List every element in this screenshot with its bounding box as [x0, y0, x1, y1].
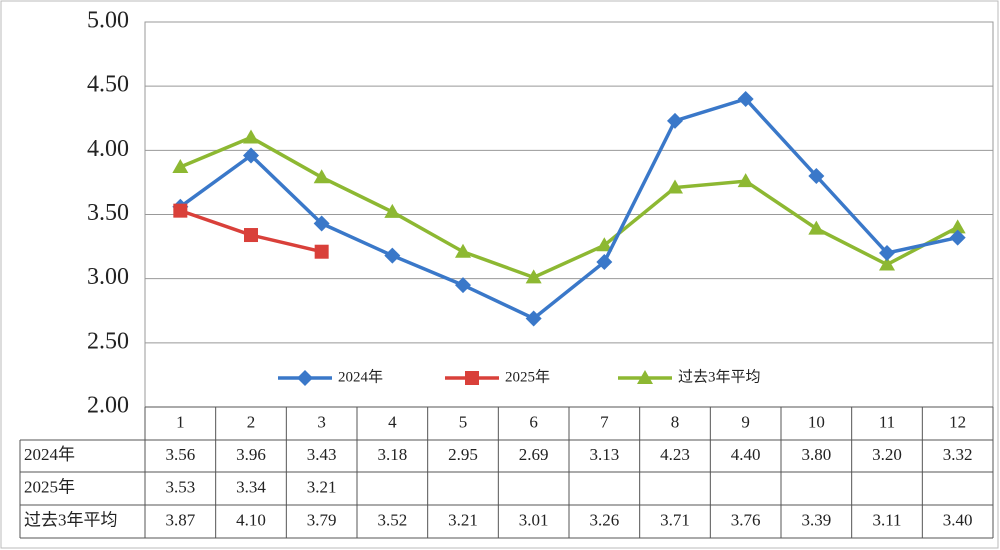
row-label: 2025年 — [24, 477, 75, 496]
data-point — [879, 245, 895, 261]
table-value: 2.95 — [448, 445, 478, 464]
data-point — [808, 220, 825, 235]
data-point — [455, 277, 471, 294]
category-label: 3 — [317, 412, 326, 431]
table-value: 3.01 — [519, 510, 549, 529]
table-value: 3.13 — [589, 445, 619, 464]
category-label: 9 — [741, 412, 750, 431]
data-point — [384, 203, 401, 218]
legend-marker — [637, 370, 653, 384]
data-point — [313, 169, 330, 184]
table-value: 4.10 — [236, 510, 266, 529]
table-value: 3.43 — [307, 445, 337, 464]
table-value: 3.11 — [872, 510, 901, 529]
table-value: 3.53 — [165, 477, 195, 496]
data-point — [949, 229, 966, 246]
table-value: 3.39 — [801, 510, 831, 529]
legend-marker — [465, 371, 479, 385]
category-label: 5 — [459, 412, 468, 431]
y-tick-label: 3.00 — [87, 264, 129, 290]
table-value: 3.21 — [307, 477, 337, 496]
data-point — [879, 256, 895, 271]
table-value: 3.79 — [307, 510, 337, 529]
data-point — [314, 244, 329, 259]
category-label: 7 — [600, 412, 609, 431]
data-point — [596, 237, 613, 252]
category-label: 1 — [176, 412, 185, 431]
data-point — [949, 219, 966, 234]
table-value: 3.20 — [872, 445, 902, 464]
category-label: 4 — [388, 412, 397, 431]
table-value: 3.52 — [377, 510, 407, 529]
table-value: 3.18 — [377, 445, 407, 464]
data-point — [808, 168, 825, 184]
data-point — [667, 179, 683, 194]
table-value: 3.71 — [660, 510, 690, 529]
data-point — [596, 253, 613, 270]
y-tick-label: 5.00 — [87, 8, 129, 34]
category-label: 2 — [247, 412, 256, 431]
series-line — [179, 135, 959, 280]
table-value: 3.21 — [448, 510, 478, 529]
y-tick-label: 4.50 — [87, 72, 129, 98]
y-tick-label: 3.50 — [87, 200, 129, 226]
category-label: 6 — [529, 412, 538, 431]
y-tick-label: 4.00 — [87, 136, 129, 162]
data-point — [737, 91, 754, 107]
table-value: 3.40 — [943, 510, 973, 529]
data-point — [243, 147, 259, 164]
series-line — [179, 97, 959, 321]
table-value: 3.80 — [801, 445, 831, 464]
data-point — [525, 310, 542, 327]
legend-label: 2024年 — [338, 368, 383, 385]
table-value: 3.87 — [165, 510, 195, 529]
data-point — [667, 112, 683, 129]
category-label: 10 — [808, 412, 825, 431]
category-label: 11 — [879, 412, 895, 431]
data-point — [243, 129, 259, 144]
table-value: 3.32 — [943, 445, 973, 464]
y-tick-label: 2.00 — [87, 393, 129, 419]
table-value: 3.76 — [731, 510, 761, 529]
table-value: 4.23 — [660, 445, 690, 464]
category-label: 8 — [671, 412, 680, 431]
table-value: 3.26 — [589, 510, 619, 529]
table-value: 4.40 — [731, 445, 761, 464]
legend-label: 过去3年平均 — [678, 368, 761, 385]
row-label: 2024年 — [24, 445, 75, 464]
data-point — [172, 159, 189, 174]
data-point — [173, 203, 188, 218]
y-tick-label: 2.50 — [87, 328, 129, 354]
category-label: 12 — [949, 412, 966, 431]
data-point — [737, 173, 754, 188]
row-label: 过去3年平均 — [24, 510, 118, 529]
data-point — [313, 215, 330, 232]
data-point — [384, 247, 401, 264]
table-value: 3.56 — [165, 445, 195, 464]
table-value: 3.96 — [236, 445, 266, 464]
table-value: 2.69 — [519, 445, 549, 464]
data-point — [455, 243, 471, 258]
data-point — [244, 228, 258, 243]
legend-label: 2025年 — [505, 368, 550, 385]
table-value: 3.34 — [236, 477, 266, 496]
legend-marker — [297, 370, 313, 386]
data-point — [525, 269, 542, 284]
